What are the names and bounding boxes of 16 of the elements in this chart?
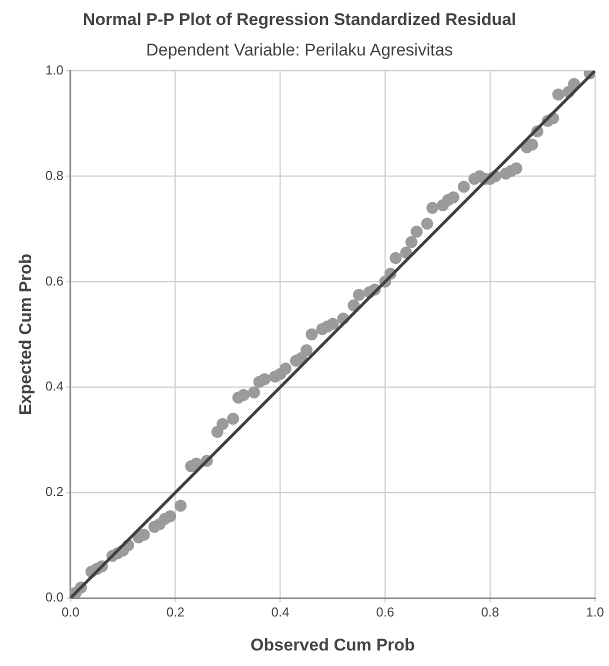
y-tick-label: 0.0 [45, 590, 64, 605]
x-tick-label: 0.8 [481, 604, 500, 620]
x-tick-label: 1.0 [586, 604, 604, 620]
x-tick-label: 0.2 [166, 604, 184, 620]
x-tick-label: 0.0 [61, 604, 80, 620]
x-tick-label: 0.4 [271, 604, 290, 620]
y-tick-label: 0.2 [45, 484, 64, 500]
y-tick-label: 0.8 [45, 168, 64, 183]
y-tick-label: 1.0 [45, 62, 64, 78]
chart-title: Normal P-P Plot of Regression Standardized Residual [82, 10, 516, 29]
y-tick-label: 0.6 [45, 273, 64, 288]
y-tick-label: 0.4 [45, 378, 64, 394]
y-axis-title: Expected Cum Prob [16, 254, 35, 416]
chart-subtitle: Dependent Variable: Perilaku Agresivitas [146, 40, 453, 60]
x-tick-label: 0.6 [376, 604, 394, 620]
x-axis-title: Observed Cum Prob [250, 635, 415, 654]
